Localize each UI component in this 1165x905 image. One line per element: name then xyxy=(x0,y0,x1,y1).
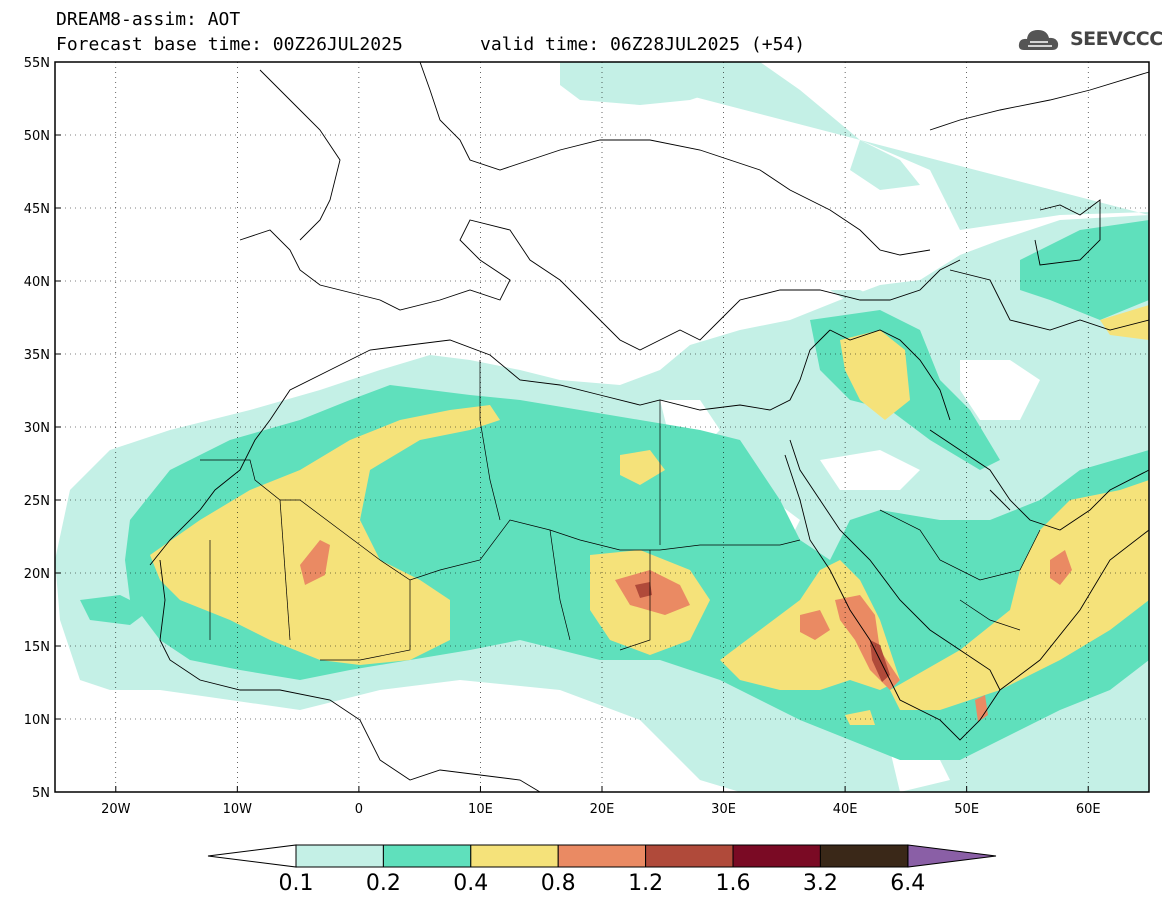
colorbar-label: 1.2 xyxy=(628,871,663,896)
lat-label: 55N xyxy=(24,56,50,71)
colorbar: 0.1 0.2 0.4 0.8 1.2 1.6 3.2 6.4 xyxy=(207,844,997,896)
lon-label: 10E xyxy=(468,802,493,817)
colorbar-swatch xyxy=(819,844,909,868)
latitude-labels: 5N 10N 15N 20N 25N 30N 35N 40N 45N 50N 55N xyxy=(24,56,61,801)
colorbar-label: 0.8 xyxy=(541,871,576,896)
lat-label: 40N xyxy=(24,275,50,290)
forecast-base-time: Forecast base time: 00Z26JUL2025 xyxy=(56,34,403,55)
colorbar-swatch xyxy=(557,844,647,868)
grid-lines xyxy=(55,62,1149,792)
lat-label: 50N xyxy=(24,129,50,144)
longitude-labels: 20W 10W 0 10E 20E 30E 40E 50E 60E xyxy=(101,786,1101,817)
colorbar-label: 1.6 xyxy=(716,871,751,896)
lat-label: 10N xyxy=(24,713,50,728)
lon-label: 60E xyxy=(1076,802,1101,817)
lat-label: 25N xyxy=(24,494,50,509)
lon-label: 30E xyxy=(711,802,736,817)
lon-label: 20E xyxy=(590,802,615,817)
lon-label: 40E xyxy=(833,802,858,817)
lat-label: 45N xyxy=(24,202,50,217)
colorbar-label: 3.2 xyxy=(803,871,838,896)
colorbar-swatch xyxy=(382,844,472,868)
colorbar-swatch xyxy=(295,844,384,868)
colorbar-swatch xyxy=(645,844,734,868)
lat-label: 5N xyxy=(32,786,50,801)
lon-label: 20W xyxy=(101,802,131,817)
colorbar-label: 0.2 xyxy=(366,871,401,896)
colorbar-min-arrow xyxy=(207,844,297,868)
lat-label: 15N xyxy=(24,640,50,655)
colorbar-label: 0.4 xyxy=(453,871,488,896)
lat-label: 20N xyxy=(24,567,50,582)
lat-label: 35N xyxy=(24,348,50,363)
map-title: DREAM8-assim: AOT xyxy=(56,9,241,30)
lon-label: 10W xyxy=(223,802,253,817)
colorbar-swatch xyxy=(470,844,559,868)
colorbar-max-arrow xyxy=(907,844,997,868)
lat-label: 30N xyxy=(24,421,50,436)
cloud-logo-icon xyxy=(1018,30,1059,50)
colorbar-label: 0.1 xyxy=(279,871,314,896)
colorbar-label: 6.4 xyxy=(890,871,925,896)
logo-text: SEEVCCC xyxy=(1070,28,1163,50)
lon-label: 0 xyxy=(355,802,363,817)
valid-time: valid time: 06Z28JUL2025 (+54) xyxy=(480,34,806,55)
colorbar-swatch xyxy=(732,844,821,868)
lon-label: 50E xyxy=(954,802,979,817)
coastlines xyxy=(149,62,1149,792)
